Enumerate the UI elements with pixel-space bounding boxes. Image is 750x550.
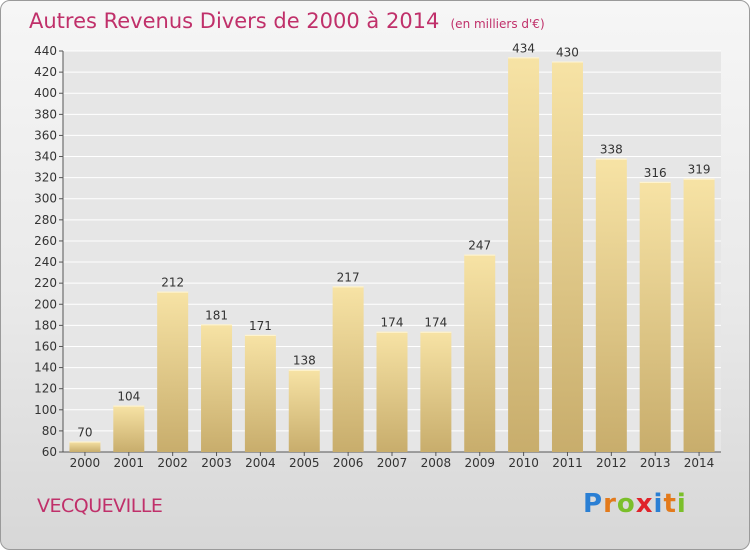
bar: [69, 441, 101, 452]
x-tick-label: 2007: [377, 456, 408, 470]
y-tick-label: 300: [34, 192, 57, 206]
x-tick-label: 2013: [640, 456, 671, 470]
logo-letter: t: [663, 489, 677, 519]
y-tick-label: 320: [34, 171, 57, 185]
x-tick-label: 2012: [596, 456, 627, 470]
data-label: 247: [468, 239, 491, 253]
bar: [551, 61, 583, 452]
x-tick-label: 2001: [114, 456, 145, 470]
data-label: 70: [77, 425, 92, 439]
y-tick-label: 280: [34, 213, 57, 227]
y-tick-label: 200: [34, 297, 57, 311]
x-tick-label: 2004: [245, 456, 276, 470]
bar: [244, 334, 276, 452]
x-tick-label: 2000: [70, 456, 101, 470]
data-label: 319: [688, 163, 711, 177]
data-label: 217: [337, 270, 360, 284]
bar: [639, 181, 671, 452]
y-tick-label: 420: [34, 65, 57, 79]
y-tick-label: 180: [34, 318, 57, 332]
x-tick-label: 2006: [333, 456, 364, 470]
data-label: 212: [161, 276, 184, 290]
y-tick-label: 260: [34, 234, 57, 248]
y-tick-label: 100: [34, 403, 57, 417]
logo-letter: i: [676, 489, 687, 519]
chart-unit-note: (en milliers d'€): [450, 17, 545, 31]
proxiti-logo: Proxiti: [583, 489, 687, 519]
x-tick-label: 2008: [421, 456, 452, 470]
data-label: 430: [556, 46, 579, 60]
bar: [464, 254, 496, 452]
bar: [288, 369, 320, 452]
x-tick-label: 2003: [201, 456, 232, 470]
data-label: 104: [117, 390, 140, 404]
data-label: 138: [293, 354, 316, 368]
data-label: 338: [600, 143, 623, 157]
chart-title: Autres Revenus Divers de 2000 à 2014 (en…: [29, 9, 545, 33]
y-tick-label: 60: [42, 445, 57, 459]
bar: [332, 286, 364, 452]
y-tick-label: 360: [34, 128, 57, 142]
bar: [508, 57, 540, 453]
data-label: 316: [644, 166, 667, 180]
bar: [157, 291, 189, 452]
place-name: VECQUEVILLE: [37, 495, 163, 517]
bar: [376, 331, 408, 452]
data-label: 181: [205, 308, 228, 322]
y-tick-label: 160: [34, 339, 57, 353]
y-tick-label: 80: [42, 424, 57, 438]
x-tick-label: 2009: [464, 456, 495, 470]
bar: [420, 331, 452, 452]
logo-letter: P: [583, 489, 604, 519]
x-tick-label: 2014: [684, 456, 715, 470]
data-label: 174: [381, 316, 404, 330]
logo-letter: r: [603, 489, 617, 519]
chart-title-text: Autres Revenus Divers de 2000 à 2014: [29, 9, 440, 33]
data-label: 171: [249, 319, 272, 333]
logo-letter: i: [653, 489, 664, 519]
bar: [113, 405, 145, 452]
logo-letter: x: [635, 489, 654, 519]
x-tick-label: 2010: [508, 456, 539, 470]
y-tick-label: 220: [34, 276, 57, 290]
bar: [595, 158, 627, 452]
y-tick-label: 240: [34, 255, 57, 269]
data-label: 174: [424, 316, 447, 330]
y-tick-label: 140: [34, 361, 57, 375]
x-tick-label: 2002: [157, 456, 188, 470]
x-tick-label: 2011: [552, 456, 583, 470]
data-label: 434: [512, 41, 535, 55]
bar: [683, 178, 715, 453]
bar: [201, 324, 233, 452]
y-tick-label: 440: [34, 44, 57, 58]
x-tick-label: 2005: [289, 456, 320, 470]
y-tick-label: 340: [34, 150, 57, 164]
y-tick-label: 380: [34, 107, 57, 121]
y-tick-label: 120: [34, 382, 57, 396]
logo-letter: o: [616, 489, 636, 519]
y-tick-label: 400: [34, 86, 57, 100]
